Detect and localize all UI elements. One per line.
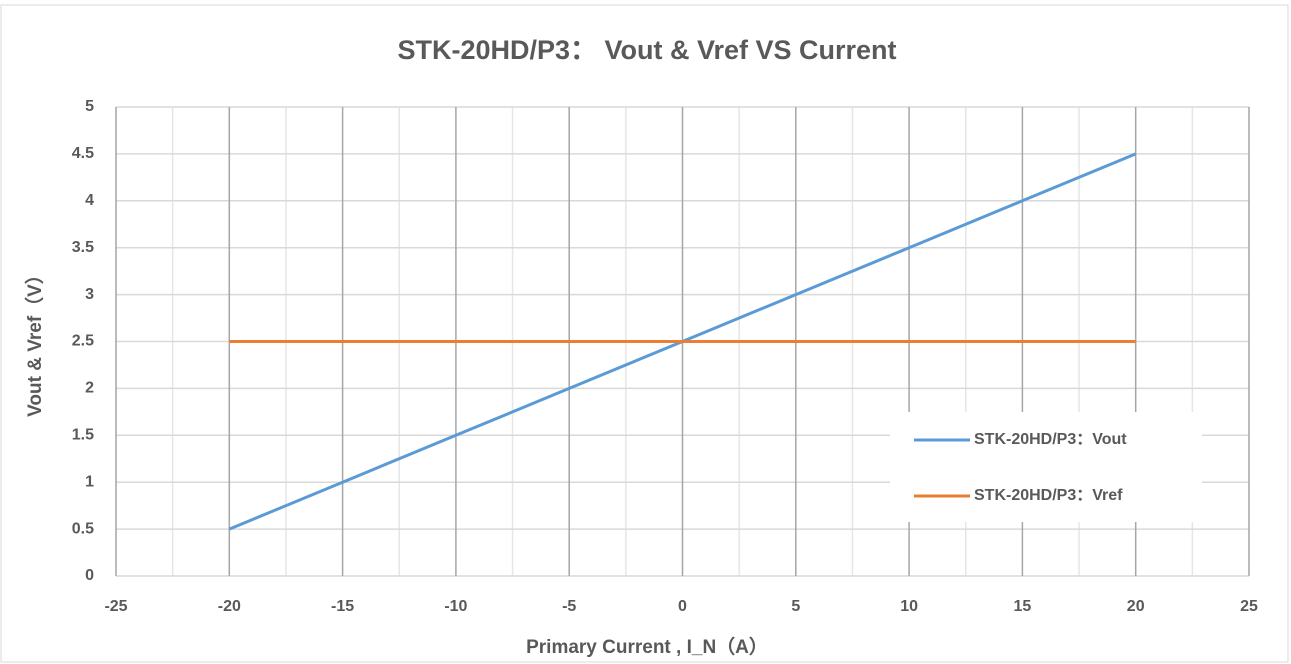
x-tick-label: 15 [1014, 598, 1032, 615]
chart-border [0, 4, 1289, 663]
chart-title: STK-20HD/P3： Vout & Vref VS Current [397, 35, 896, 65]
legend-label: STK-20HD/P3：Vout [974, 431, 1127, 448]
y-tick-label: 3 [85, 286, 94, 303]
y-tick-label: 3.5 [72, 239, 94, 256]
y-tick-label: 1 [85, 473, 94, 490]
y-tick-label: 4 [85, 192, 94, 209]
x-tick-label: 25 [1240, 598, 1258, 615]
y-axis-label: Vout & Vref（V） [23, 265, 46, 417]
y-tick-label: 2.5 [72, 333, 94, 350]
x-axis-label: Primary Current , I_N（A） [526, 635, 768, 658]
legend-label: STK-20HD/P3：Vref [974, 487, 1123, 504]
y-tick-label: 0 [85, 567, 94, 584]
x-tick-label: 10 [900, 598, 918, 615]
y-tick-label: 4.5 [72, 145, 94, 162]
y-tick-label: 1.5 [72, 427, 94, 444]
y-tick-label: 5 [85, 98, 94, 115]
x-tick-label: -5 [562, 598, 576, 615]
x-tick-label: 5 [791, 598, 800, 615]
legend-box [890, 412, 1202, 522]
y-tick-label: 0.5 [72, 520, 94, 537]
x-tick-label: -25 [104, 598, 127, 615]
x-tick-label: 20 [1127, 598, 1145, 615]
x-tick-label: -15 [331, 598, 354, 615]
x-tick-label: 0 [678, 598, 687, 615]
x-tick-label: -20 [218, 598, 241, 615]
x-tick-label: -10 [444, 598, 467, 615]
y-tick-label: 2 [85, 380, 94, 397]
